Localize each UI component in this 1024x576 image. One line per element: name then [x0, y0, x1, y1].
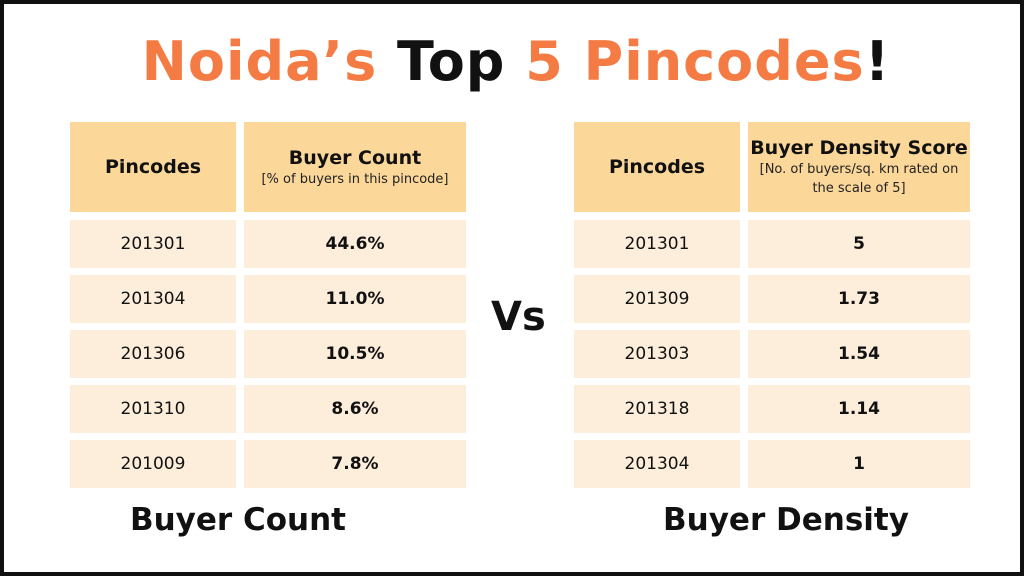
title-part-exclamation: ! [864, 30, 891, 93]
table-row: 201301 44.6% [70, 220, 466, 268]
table-row: 201009 7.8% [70, 440, 466, 488]
table-row: 201301 5 [574, 220, 970, 268]
buyer-density-caption: Buyer Density [663, 502, 909, 538]
pincode-cell: 201303 [574, 330, 740, 378]
table-row: 201318 1.14 [574, 385, 970, 433]
table-row: 201310 8.6% [70, 385, 466, 433]
value-cell: 7.8% [244, 440, 466, 488]
value-cell: 1 [748, 440, 970, 488]
value-cell: 5 [748, 220, 970, 268]
value-cell: 1.14 [748, 385, 970, 433]
header-title: Buyer Count [288, 146, 422, 169]
value-cell: 1.54 [748, 330, 970, 378]
header-subtitle: [% of buyers in this pincode] [261, 171, 449, 187]
pincode-cell: 201304 [70, 275, 236, 323]
header-subtitle: [No. of buyers/sq. km rated on the scale… [759, 162, 959, 196]
table-row: 201303 1.54 [574, 330, 970, 378]
pincode-cell: 201304 [574, 440, 740, 488]
value-cell: 1.73 [748, 275, 970, 323]
header-title: Pincodes [104, 156, 202, 178]
header-cell-pincodes: Pincodes [574, 122, 740, 212]
table-header-row: Pincodes Buyer Count [% of buyers in thi… [70, 122, 466, 212]
pincode-cell: 201301 [70, 220, 236, 268]
table-row: 201304 1 [574, 440, 970, 488]
pincode-cell: 201009 [70, 440, 236, 488]
header-cell-buyer-count: Buyer Count [% of buyers in this pincode… [244, 122, 466, 212]
value-cell: 10.5% [244, 330, 466, 378]
slide-title: Noida’s Top 5 Pincodes! [4, 26, 1024, 98]
buyer-count-table: Pincodes Buyer Count [% of buyers in thi… [70, 122, 466, 495]
header-title: Pincodes [608, 156, 706, 178]
table-header-row: Pincodes Buyer Density Score [No. of buy… [574, 122, 970, 212]
header-cell-pincodes: Pincodes [70, 122, 236, 212]
header-cell-buyer-density-score: Buyer Density Score [No. of buyers/sq. k… [748, 122, 970, 212]
table-row: 201309 1.73 [574, 275, 970, 323]
vs-label: Vs [491, 294, 546, 340]
table-row: 201306 10.5% [70, 330, 466, 378]
title-part-top: Top [397, 30, 506, 93]
table-row: 201304 11.0% [70, 275, 466, 323]
value-cell: 44.6% [244, 220, 466, 268]
value-cell: 11.0% [244, 275, 466, 323]
title-part-noida: Noida’s [141, 30, 378, 93]
buyer-density-table: Pincodes Buyer Density Score [No. of buy… [574, 122, 970, 495]
header-title: Buyer Density Score [750, 137, 968, 159]
pincode-cell: 201306 [70, 330, 236, 378]
pincode-cell: 201309 [574, 275, 740, 323]
pincode-cell: 201310 [70, 385, 236, 433]
buyer-count-caption: Buyer Count [129, 502, 347, 538]
title-part-pincodes: 5 Pincodes [525, 30, 865, 93]
value-cell: 8.6% [244, 385, 466, 433]
pincode-cell: 201301 [574, 220, 740, 268]
pincode-cell: 201318 [574, 385, 740, 433]
